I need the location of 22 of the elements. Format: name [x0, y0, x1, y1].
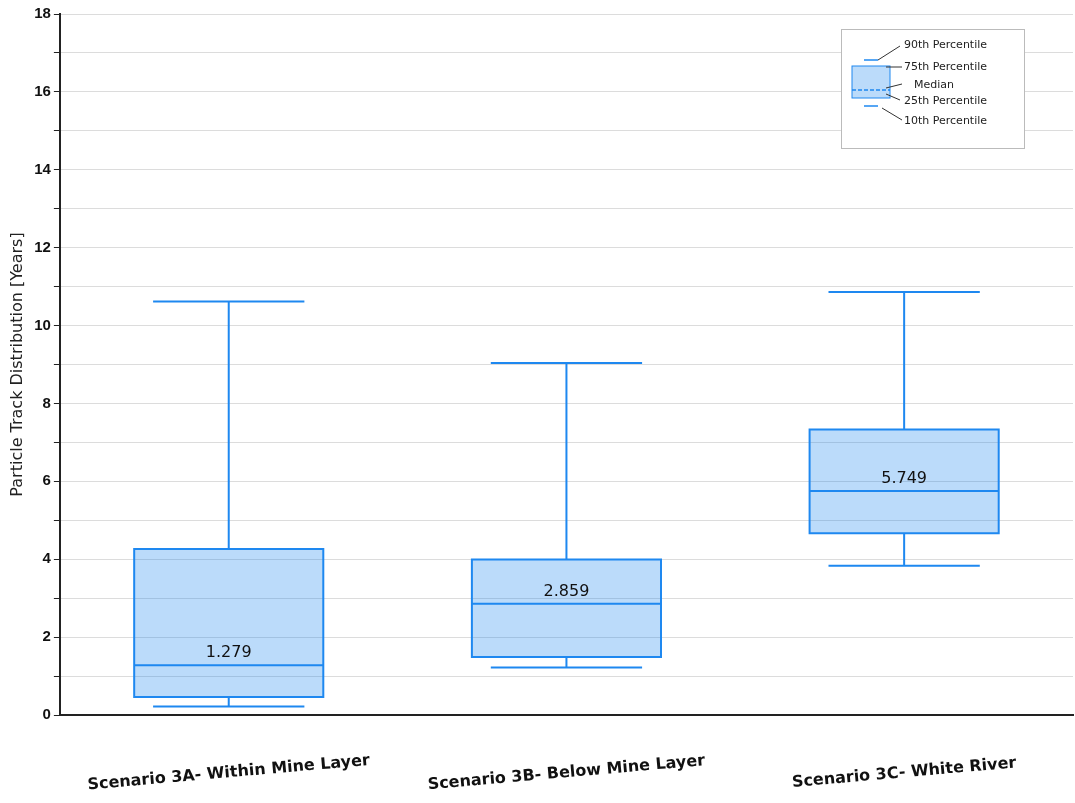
x-tick-label: Scenario 3A- Within Mine Layer	[86, 749, 371, 794]
y-tick-label: 16	[34, 82, 51, 100]
y-tick-label: 6	[42, 471, 51, 489]
x-tick-label: Scenario 3B- Below Mine Layer	[426, 750, 706, 794]
y-axis-title: Particle Track Distribution [Years]	[6, 232, 26, 497]
y-tick-label: 12	[34, 237, 51, 255]
annotation: 10th Percentile	[904, 114, 988, 127]
y-tick-label: 10	[34, 315, 51, 333]
text: 1.279	[205, 642, 252, 662]
y-tick-label: 0	[42, 705, 51, 723]
y-tick-label: 18	[34, 4, 51, 22]
annotation: 75th Percentile	[904, 60, 988, 73]
text: 2.859	[543, 580, 590, 600]
annotation: 25th Percentile	[904, 94, 988, 107]
x-tick-label: Scenario 3C- White River	[791, 752, 1018, 791]
y-tick-label: 4	[42, 549, 52, 567]
annotation: Median	[914, 78, 955, 91]
y-tick-label: 8	[42, 393, 51, 411]
y-tick-label: 14	[34, 159, 52, 177]
y-tick-label: 2	[42, 627, 51, 645]
annotation: 90th Percentile	[904, 38, 988, 51]
text: 5.749	[881, 468, 928, 488]
